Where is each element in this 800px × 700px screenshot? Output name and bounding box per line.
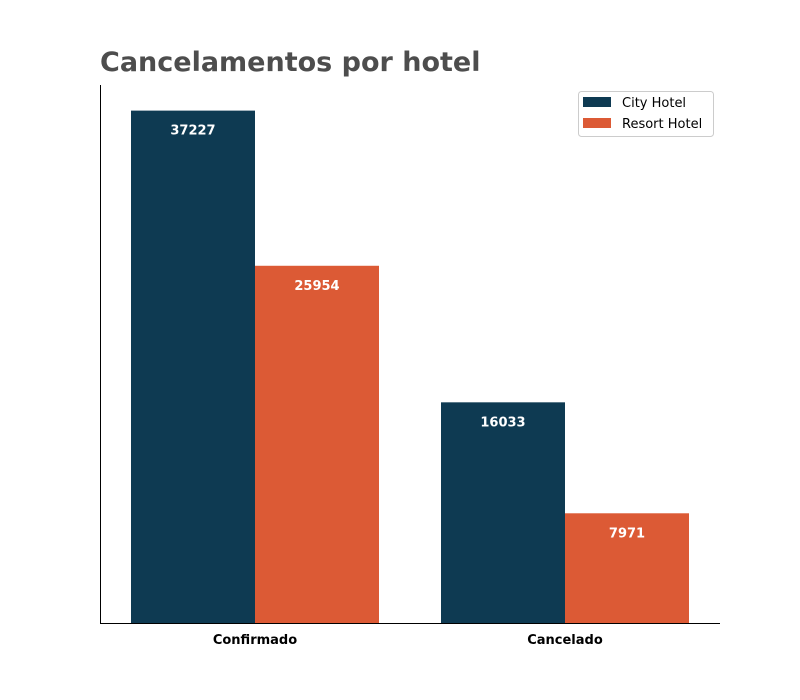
x-tick-label: Confirmado (213, 633, 297, 648)
bar-value-labels: 37227 16033 25954 7971 (170, 124, 645, 542)
legend-label: City Hotel (622, 96, 686, 111)
legend-frame (578, 91, 714, 137)
chart-title: Cancelamentos por hotel (100, 47, 480, 78)
legend-label: Resort Hotel (622, 117, 702, 132)
bar-resort-hotel-cancelado (565, 513, 689, 623)
legend: City Hotel Resort Hotel (578, 91, 714, 137)
x-tick-label: Cancelado (527, 633, 603, 648)
legend-swatch (583, 97, 611, 107)
bar-value-label: 37227 (170, 124, 215, 139)
bar-city-hotel-confirmado (131, 110, 255, 624)
bar-resort-hotel-confirmado (255, 265, 379, 623)
bar-value-label: 7971 (609, 526, 645, 541)
x-tick-labels: Confirmado Cancelado (213, 633, 603, 648)
bar-city-hotel-cancelado (441, 402, 565, 623)
bar-value-label: 16033 (480, 415, 525, 430)
bars-layer (131, 110, 689, 624)
legend-swatch (583, 118, 611, 128)
bar-value-label: 25954 (294, 279, 339, 294)
